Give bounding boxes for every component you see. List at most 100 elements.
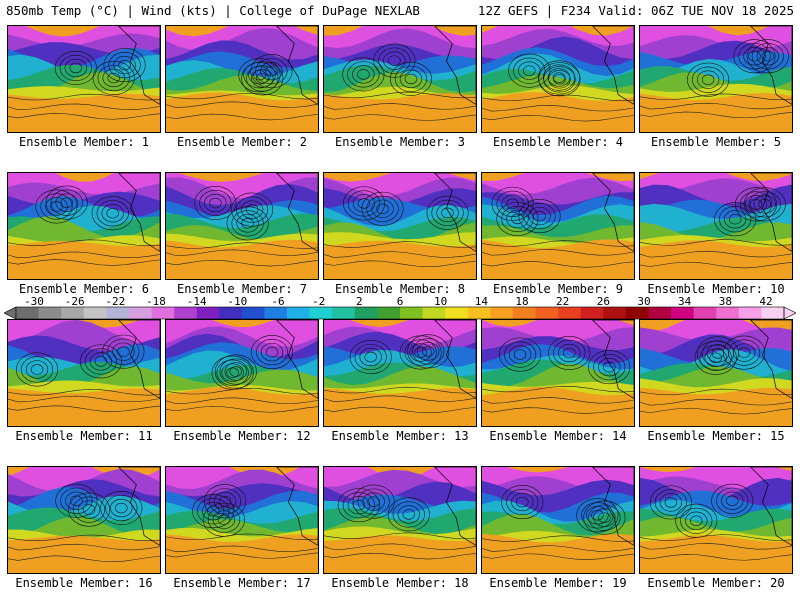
- contour-line: [342, 57, 385, 92]
- colorbar-arrow-right: [783, 306, 796, 320]
- contour-line: [659, 493, 683, 512]
- contour-line: [203, 484, 247, 519]
- colorbar-swatch: [512, 307, 536, 319]
- contour-line: [54, 50, 97, 85]
- colorbar-swatch: [580, 307, 604, 319]
- contour-line: [84, 348, 117, 375]
- contour-line: [640, 261, 792, 269]
- contour-line: [359, 347, 382, 367]
- contour-line: [640, 250, 792, 258]
- colorbar-swatch: [445, 307, 469, 319]
- contour-line: [694, 340, 737, 375]
- contour-line: [696, 336, 739, 371]
- contour-line: [593, 354, 626, 381]
- contour-line: [324, 532, 476, 540]
- contour-line: [96, 200, 129, 227]
- contour-line: [8, 405, 160, 412]
- ensemble-map-panel: [165, 466, 319, 574]
- contour-line: [732, 343, 756, 362]
- contour-line: [166, 397, 318, 405]
- contour-line: [166, 545, 318, 553]
- contour-line: [538, 62, 581, 97]
- contour-line: [260, 342, 284, 362]
- map-title: 850mb Temp (°C) | Wind (kts) | College o…: [6, 3, 420, 18]
- colorbar-tick-label: 26: [596, 295, 610, 308]
- contour-line: [482, 240, 634, 247]
- contour-line: [324, 552, 476, 560]
- colorbar-swatch: [625, 307, 649, 319]
- temperature-band: [166, 239, 318, 279]
- contour-line: [506, 209, 529, 229]
- contour-line: [166, 249, 318, 256]
- contour-line: [482, 535, 634, 542]
- contour-line: [482, 94, 634, 102]
- colorbar-tick-label: 6: [396, 295, 404, 308]
- contour-line: [324, 241, 476, 248]
- contour-line: [45, 185, 88, 220]
- contour-line: [59, 54, 92, 81]
- contour-line: [265, 346, 279, 358]
- contour-line: [640, 399, 792, 406]
- contour-line: [362, 492, 385, 511]
- contour-line: [388, 55, 401, 66]
- contour-line: [714, 202, 757, 237]
- contour-line: [640, 111, 792, 119]
- temperature-band: [324, 535, 476, 573]
- contour-line: [412, 338, 445, 365]
- contour-line: [581, 502, 614, 529]
- contour-line: [685, 511, 708, 530]
- contour-line: [209, 197, 222, 209]
- contour-line: [501, 194, 524, 213]
- temperature-band: [640, 93, 792, 132]
- contour-line: [55, 193, 78, 212]
- contour-line: [25, 360, 49, 379]
- ensemble-map-panel: [481, 466, 635, 574]
- contour-line: [640, 543, 792, 550]
- contour-line: [253, 69, 266, 81]
- colorbar-swatch: [761, 307, 785, 319]
- colorbar-swatch: [151, 307, 175, 319]
- contour-line: [40, 193, 73, 220]
- contour-line: [523, 203, 556, 230]
- contour-line: [721, 491, 744, 510]
- contour-line: [499, 337, 542, 372]
- colorbar-tick-label: 38: [718, 295, 732, 308]
- contour-line: [50, 201, 63, 212]
- contour-line: [701, 340, 734, 367]
- contour-line: [82, 504, 96, 515]
- ensemble-member-label: Ensemble Member: 17: [173, 576, 311, 590]
- contour-line: [221, 363, 244, 382]
- contour-line: [558, 343, 581, 363]
- temperature-band: [324, 240, 476, 279]
- coastline: [434, 467, 476, 546]
- ensemble-member-label: Ensemble Member: 2: [176, 135, 308, 149]
- colorbar-tick-label: -10: [227, 295, 248, 308]
- contour-line: [533, 210, 546, 222]
- contour-line: [8, 555, 160, 563]
- contour-line: [260, 62, 283, 81]
- colorbar-swatch: [241, 307, 265, 319]
- contour-line: [166, 552, 318, 559]
- contour-line: [491, 186, 534, 221]
- ensemble-member-label: Ensemble Member: 8: [334, 282, 466, 296]
- contour-line: [723, 335, 766, 370]
- coastline: [750, 26, 792, 105]
- contour-line: [35, 189, 78, 224]
- contour-line: [69, 62, 83, 74]
- contour-line: [324, 103, 476, 110]
- contour-line: [501, 205, 534, 232]
- contour-line: [30, 364, 44, 375]
- ensemble-map-panel: [7, 319, 161, 427]
- contour-line: [324, 386, 476, 394]
- contour-line: [746, 39, 789, 74]
- contour-line: [640, 534, 792, 541]
- contour-line: [654, 489, 687, 516]
- contour-line: [352, 484, 395, 519]
- contour-line: [115, 502, 128, 514]
- contour-line: [194, 186, 237, 221]
- contour-line: [547, 68, 571, 87]
- contour-line: [640, 102, 792, 110]
- coastline: [434, 320, 476, 399]
- contour-line: [407, 334, 450, 369]
- colorbar-swatch: [332, 307, 356, 319]
